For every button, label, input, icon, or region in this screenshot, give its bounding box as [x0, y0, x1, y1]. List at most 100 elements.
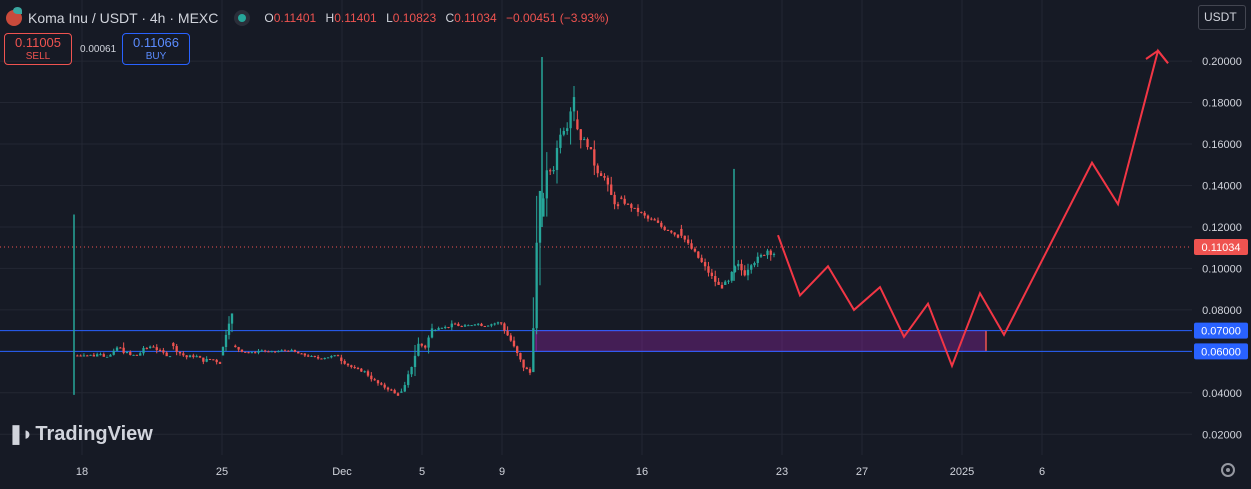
candle-body	[323, 358, 326, 360]
candle-body	[89, 354, 92, 356]
open-value: 0.11401	[273, 11, 317, 25]
candle-body	[290, 349, 293, 352]
chart-grid	[0, 0, 1192, 455]
candle-body	[700, 257, 703, 263]
candle-body	[102, 354, 105, 357]
candle-body	[483, 326, 486, 328]
candle-body	[175, 346, 178, 352]
candle-body	[410, 367, 413, 375]
candle-body	[287, 350, 290, 352]
candle-body	[766, 250, 769, 256]
candle-body	[733, 266, 737, 272]
candle-body	[373, 379, 376, 381]
candle-body	[633, 207, 636, 209]
candle-body	[630, 204, 633, 208]
candle-body	[589, 147, 593, 150]
buy-button[interactable]: 0.11066 BUY	[122, 33, 190, 65]
candle-body	[244, 351, 247, 353]
symbol-title[interactable]: Koma Inu / USDT · 4h · MEXC	[28, 10, 219, 26]
settings-gear-icon[interactable]	[1221, 463, 1235, 477]
candle-body	[676, 234, 680, 238]
candle-body	[693, 248, 697, 252]
candle-body	[109, 354, 112, 357]
candle-body	[453, 323, 457, 325]
candle-body	[86, 355, 89, 357]
candle-body	[340, 357, 343, 362]
sell-button[interactable]: 0.11005 SELL	[4, 33, 72, 65]
y-tick-label: 0.14000	[1202, 180, 1242, 192]
candle-body	[343, 361, 346, 364]
candle-body	[227, 323, 231, 335]
candle-body	[434, 329, 437, 331]
candle-body	[673, 232, 676, 235]
projection-path	[777, 48, 1169, 369]
y-tick-label: 0.12000	[1202, 222, 1242, 234]
candle-body	[96, 354, 99, 357]
candle-body	[528, 369, 532, 373]
candle-body	[350, 365, 353, 367]
candle-body	[283, 350, 287, 352]
candle-body	[653, 219, 656, 221]
candle-body	[413, 355, 417, 368]
candle-body	[457, 323, 460, 327]
candle-body	[596, 165, 599, 174]
candle-body	[230, 313, 234, 324]
price-axis: 0.20000 0.18000 0.16000 0.14000 0.12000 0.100…	[1194, 56, 1248, 441]
candle-body	[142, 347, 145, 354]
candle-body	[636, 207, 640, 212]
candle-body	[727, 280, 730, 282]
x-tick-label: Dec	[332, 466, 352, 478]
candle-body	[724, 281, 727, 285]
candle-body	[710, 272, 714, 277]
visibility-eye-icon[interactable]	[234, 10, 251, 26]
buy-price: 0.11066	[132, 35, 180, 50]
candle-body	[165, 352, 168, 357]
candle-body	[273, 351, 277, 353]
candle-body	[417, 343, 420, 356]
support-zone-layer	[535, 330, 987, 352]
candle-body	[582, 139, 586, 141]
candle-body	[490, 324, 493, 326]
candle-body	[135, 354, 139, 356]
candle-body	[707, 266, 710, 273]
candle-body	[522, 359, 525, 368]
candle-body	[660, 222, 663, 227]
candle-body	[599, 173, 603, 176]
candle-body	[743, 270, 746, 276]
candle-body	[99, 354, 102, 356]
candle-body	[380, 383, 383, 385]
candle-body	[257, 350, 260, 353]
candle-body	[503, 323, 506, 331]
candle-body	[267, 351, 270, 353]
candle-body	[666, 229, 670, 231]
candle-body	[623, 198, 626, 204]
candle-body	[356, 368, 360, 370]
candle-body	[559, 134, 562, 148]
sell-label: SELL	[25, 51, 51, 62]
candle-body	[509, 335, 512, 341]
candle-body	[756, 256, 759, 263]
candle-body	[714, 276, 717, 282]
candle-body	[119, 347, 122, 349]
candle-body	[525, 367, 528, 370]
candle-body	[447, 326, 450, 328]
high-key: H	[325, 11, 335, 25]
horizontal-lines	[0, 246, 1192, 352]
currency-selector[interactable]: USDT	[1198, 5, 1246, 30]
candle-body	[424, 345, 427, 348]
candle-body	[616, 204, 620, 207]
candle-body	[155, 347, 158, 351]
candle-body	[112, 350, 115, 355]
candle-body	[650, 218, 653, 220]
candle-body	[572, 97, 576, 112]
candle-body	[626, 203, 630, 205]
candle-body	[386, 387, 390, 390]
candle-body	[390, 389, 393, 391]
candle-body	[620, 197, 623, 199]
candle-body	[307, 355, 310, 357]
low-value: 0.10823	[392, 11, 437, 25]
candle-body	[316, 356, 320, 359]
candle-body	[297, 351, 300, 354]
candle-body	[313, 355, 316, 357]
